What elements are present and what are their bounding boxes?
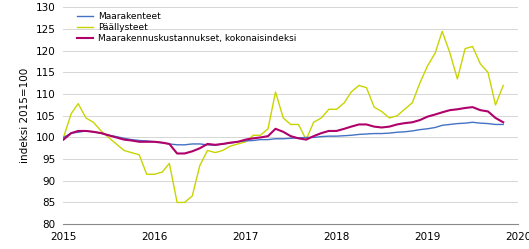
- Y-axis label: indeksi 2015=100: indeksi 2015=100: [21, 68, 30, 163]
- Line: Maarakennuskustannukset, kokonaisindeksi: Maarakennuskustannukset, kokonaisindeksi: [63, 107, 503, 153]
- Legend: Maarakenteet, Päällysteet, Maarakennuskustannukset, kokonaisindeksi: Maarakenteet, Päällysteet, Maarakennusku…: [77, 12, 296, 44]
- Line: Maarakenteet: Maarakenteet: [63, 122, 503, 145]
- Line: Päällysteet: Päällysteet: [63, 31, 503, 202]
